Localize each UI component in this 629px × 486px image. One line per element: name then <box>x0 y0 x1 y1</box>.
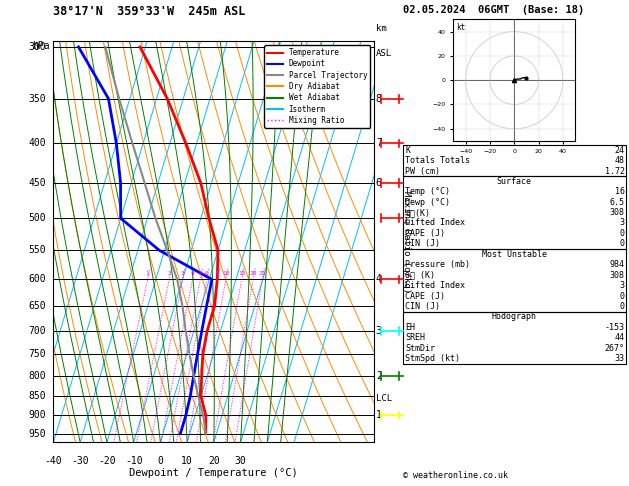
Text: 25: 25 <box>259 271 266 276</box>
Text: hPa: hPa <box>33 41 50 52</box>
Text: 33: 33 <box>615 354 625 364</box>
Text: 2: 2 <box>376 371 382 381</box>
Text: Mixing Ratio (g/kg): Mixing Ratio (g/kg) <box>402 191 411 293</box>
Text: 850: 850 <box>29 391 47 401</box>
Legend: Temperature, Dewpoint, Parcel Trajectory, Dry Adiabat, Wet Adiabat, Isotherm, Mi: Temperature, Dewpoint, Parcel Trajectory… <box>264 45 370 128</box>
Text: 3: 3 <box>620 281 625 290</box>
Text: Surface: Surface <box>497 177 532 186</box>
Text: 4: 4 <box>376 275 382 284</box>
Text: 1.72: 1.72 <box>604 167 625 176</box>
Text: 6: 6 <box>376 178 382 188</box>
Text: 308: 308 <box>610 208 625 217</box>
Text: km: km <box>376 24 387 33</box>
Text: 44: 44 <box>615 333 625 343</box>
Text: 4: 4 <box>191 271 194 276</box>
Text: -40: -40 <box>45 456 62 466</box>
Text: 0: 0 <box>620 292 625 301</box>
Text: 0: 0 <box>620 302 625 311</box>
Text: 10: 10 <box>222 271 230 276</box>
Text: StmDir: StmDir <box>405 344 435 353</box>
Text: 900: 900 <box>29 410 47 420</box>
Text: 0: 0 <box>620 229 625 238</box>
Text: 3: 3 <box>620 218 625 227</box>
Text: © weatheronline.co.uk: © weatheronline.co.uk <box>403 471 508 480</box>
Text: Lifted Index: Lifted Index <box>405 281 465 290</box>
Text: 750: 750 <box>29 349 47 359</box>
Text: StmSpd (kt): StmSpd (kt) <box>405 354 460 364</box>
Text: 38°17'N  359°33'W  245m ASL: 38°17'N 359°33'W 245m ASL <box>53 5 246 18</box>
Text: 700: 700 <box>29 326 47 336</box>
Text: 400: 400 <box>29 139 47 148</box>
Text: 2: 2 <box>167 271 171 276</box>
Text: Temp (°C): Temp (°C) <box>405 187 450 196</box>
Text: PW (cm): PW (cm) <box>405 167 440 176</box>
Text: 3: 3 <box>181 271 184 276</box>
Text: 20: 20 <box>208 456 220 466</box>
Text: 20: 20 <box>250 271 257 276</box>
Text: 10: 10 <box>181 456 193 466</box>
Text: 24: 24 <box>615 146 625 155</box>
Text: K: K <box>405 146 410 155</box>
Text: 3: 3 <box>376 326 382 336</box>
Text: 30: 30 <box>235 456 247 466</box>
Text: 308: 308 <box>610 271 625 280</box>
Text: θᴄ(K): θᴄ(K) <box>405 208 430 217</box>
Text: SREH: SREH <box>405 333 425 343</box>
Text: 984: 984 <box>610 260 625 269</box>
Text: Dewp (°C): Dewp (°C) <box>405 197 450 207</box>
Text: -153: -153 <box>604 323 625 332</box>
Text: 0: 0 <box>157 456 164 466</box>
Text: 300: 300 <box>29 42 47 52</box>
Text: 600: 600 <box>29 275 47 284</box>
Text: LCL: LCL <box>376 395 392 403</box>
Text: θᴄ (K): θᴄ (K) <box>405 271 435 280</box>
Text: 550: 550 <box>29 245 47 255</box>
Text: -10: -10 <box>125 456 143 466</box>
Text: CAPE (J): CAPE (J) <box>405 229 445 238</box>
Text: -20: -20 <box>98 456 116 466</box>
Text: Pressure (mb): Pressure (mb) <box>405 260 470 269</box>
Text: 16: 16 <box>615 187 625 196</box>
Text: 450: 450 <box>29 178 47 188</box>
Text: 650: 650 <box>29 301 47 311</box>
Text: 500: 500 <box>29 213 47 223</box>
Text: 6: 6 <box>205 271 209 276</box>
Text: 0: 0 <box>620 239 625 248</box>
Text: 1: 1 <box>146 271 150 276</box>
Text: Dewpoint / Temperature (°C): Dewpoint / Temperature (°C) <box>130 469 298 478</box>
Text: 5: 5 <box>199 271 203 276</box>
Text: 7: 7 <box>376 139 382 148</box>
Text: Hodograph: Hodograph <box>492 312 537 322</box>
Text: 8: 8 <box>376 94 382 104</box>
Text: 267°: 267° <box>604 344 625 353</box>
Text: 48: 48 <box>615 156 625 165</box>
Text: CAPE (J): CAPE (J) <box>405 292 445 301</box>
Text: CIN (J): CIN (J) <box>405 239 440 248</box>
Text: 8: 8 <box>216 271 220 276</box>
Text: 950: 950 <box>29 429 47 438</box>
Text: 350: 350 <box>29 94 47 104</box>
Text: 02.05.2024  06GMT  (Base: 18): 02.05.2024 06GMT (Base: 18) <box>403 4 584 15</box>
Text: Lifted Index: Lifted Index <box>405 218 465 227</box>
Text: 1: 1 <box>376 410 382 420</box>
Text: 800: 800 <box>29 371 47 381</box>
Text: EH: EH <box>405 323 415 332</box>
Text: -30: -30 <box>71 456 89 466</box>
Text: Totals Totals: Totals Totals <box>405 156 470 165</box>
Text: 15: 15 <box>238 271 245 276</box>
Text: kt: kt <box>456 23 465 32</box>
Text: ASL: ASL <box>376 50 392 58</box>
Text: Most Unstable: Most Unstable <box>482 250 547 259</box>
Text: 6.5: 6.5 <box>610 197 625 207</box>
Text: CIN (J): CIN (J) <box>405 302 440 311</box>
